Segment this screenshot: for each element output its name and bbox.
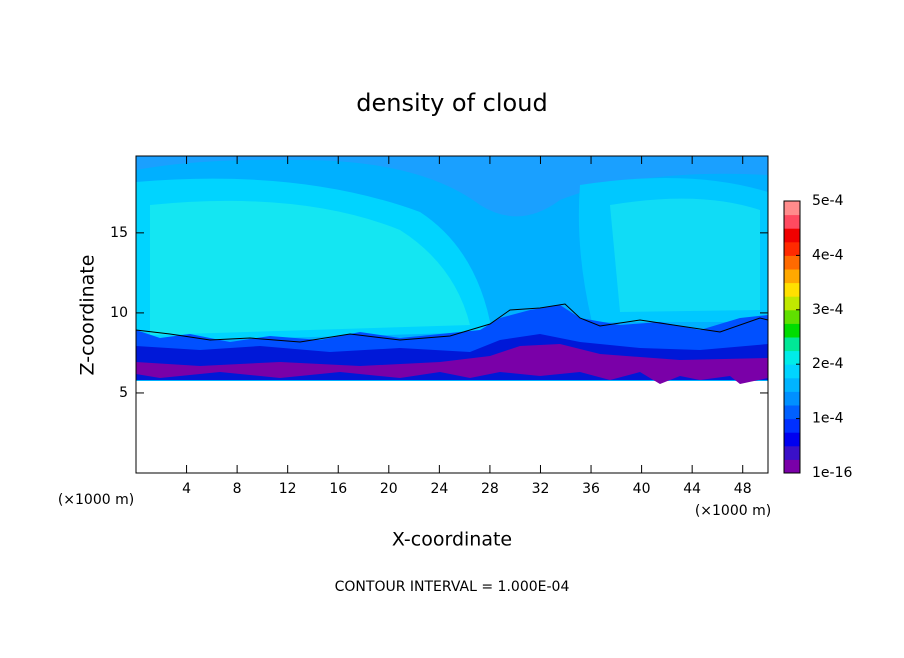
colorbar-segment: [784, 445, 800, 460]
colorbar-segment: [784, 269, 800, 284]
colorbar-segment: [784, 282, 800, 297]
x-unit-label: (×1000 m): [695, 503, 771, 519]
colorbar-segment: [784, 323, 800, 338]
colorbar-segment: [784, 350, 800, 365]
colorbar-tick-label: 1e-16: [812, 465, 852, 481]
colorbar-segment: [784, 228, 800, 243]
colorbar-segment: [784, 405, 800, 420]
chart-title: density of cloud: [356, 89, 547, 117]
y-tick-label: 5: [119, 385, 128, 401]
y-tick-label: 15: [110, 225, 128, 241]
x-tick-label: 44: [683, 481, 701, 497]
colorbar-segment: [784, 432, 800, 447]
colorbar-segment: [784, 214, 800, 229]
x-tick-label: 20: [380, 481, 398, 497]
colorbar-frame: [783, 200, 801, 474]
y-axis-label: Z-coordinate: [77, 255, 99, 376]
colorbar-segment: [784, 241, 800, 256]
colorbar-segment: [784, 377, 800, 392]
y-tick-label: 10: [110, 305, 128, 321]
colorbar-segment: [784, 201, 800, 216]
plot-frame: [135, 155, 769, 474]
colorbar-segment: [784, 337, 800, 352]
colorbar-tick-label: 5e-4: [812, 193, 844, 209]
x-tick-label: 40: [633, 481, 651, 497]
x-tick-label: 28: [481, 481, 499, 497]
x-tick-label: 4: [182, 481, 191, 497]
colorbar-segment: [784, 296, 800, 311]
colorbar-segment: [784, 459, 800, 474]
colorbar-tick-label: 4e-4: [812, 247, 844, 263]
x-tick-label: 8: [233, 481, 242, 497]
colorbar-tick-label: 2e-4: [812, 356, 844, 372]
x-tick-label: 36: [582, 481, 600, 497]
annotation: CONTOUR INTERVAL = 1.000E-04: [335, 579, 570, 595]
colorbar-segment: [784, 255, 800, 270]
colorbar-segment: [784, 418, 800, 433]
contour-field: [136, 156, 768, 384]
colorbar-segment: [784, 309, 800, 324]
x-tick-label: 32: [532, 481, 550, 497]
x-tick-label: 12: [279, 481, 297, 497]
colorbar-tick-label: 3e-4: [812, 302, 844, 318]
colorbar-segment: [784, 391, 800, 406]
x-axis-label: X-coordinate: [392, 529, 512, 551]
colorbar-segment: [784, 364, 800, 379]
x-tick-label: 16: [329, 481, 347, 497]
x-tick-label: 24: [430, 481, 448, 497]
colorbar-tick-label: 1e-4: [812, 411, 844, 427]
x-tick-label: 48: [734, 481, 752, 497]
x-unit-label: (×1000 m): [58, 492, 134, 508]
